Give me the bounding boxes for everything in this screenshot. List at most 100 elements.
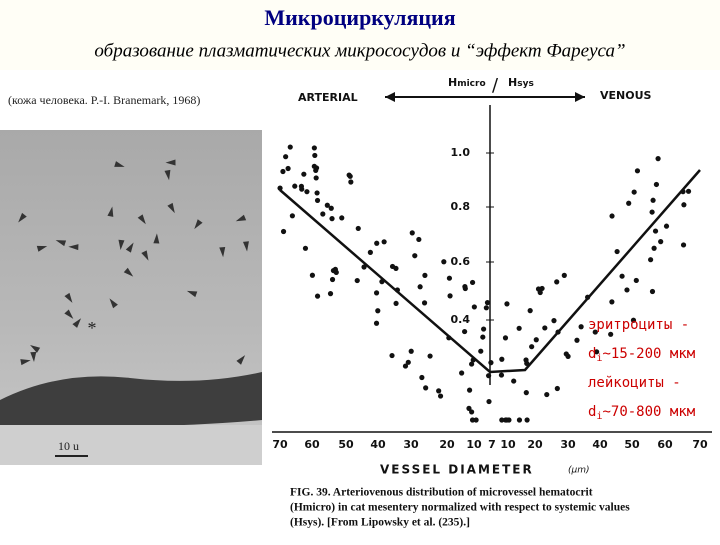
scatter-dot [328,205,334,211]
scatter-dot [681,202,687,208]
scatter-dot [469,417,476,423]
scatter-dot [652,228,659,234]
photo-arrow [165,159,176,166]
x-tick-label: 7 [488,438,496,451]
scatter-dot [459,370,465,376]
ratio-slash: / [492,75,499,96]
scatter-dot [551,318,557,324]
x-tick-label: 60 [657,438,673,451]
note-rest: ~15-200 мкм [602,346,695,362]
scatter-dot [314,293,321,299]
scatter-dot [405,359,411,365]
x-tick-label: 10 [500,438,516,451]
scatter-dot [619,273,625,279]
scatter-dot [653,181,660,188]
scatter-dot [502,335,509,341]
scatter-dot [421,300,428,306]
title: Микроциркуляция [264,5,455,30]
figure-caption: (Hsys). [From Lipowsky et al. (235).] [290,517,470,529]
scatter-dot [373,290,380,296]
scatter-dot [285,165,291,172]
scatter-dot [478,348,484,354]
scatter-dot [309,272,316,278]
scatter-dot [466,405,472,411]
ratio-num: Hmicro [448,76,486,89]
scatter-dot [367,249,373,255]
photo-arrow [164,169,171,181]
photo-arrow [125,242,134,253]
scatter-dot [685,188,692,194]
photo-arrow [64,292,73,303]
scatter-dot [287,144,293,150]
photo-marker: * [88,318,97,338]
scatter-dot [381,239,387,245]
scatter-dot [423,385,429,391]
photo-arrow [235,214,247,222]
scatter-dot [436,388,442,394]
scatter-dot [574,337,580,343]
scatter-dot [561,272,567,278]
scatter-dot [314,190,320,196]
scatter-dot [462,328,468,335]
scatter-dot [441,259,447,265]
scatter-dot [649,288,656,295]
scatter-dot [533,337,539,343]
y-tick-label: 0.4 [451,313,471,326]
y-tick-label: 0.8 [451,200,471,213]
x-tick-label: 50 [338,438,354,451]
x-tick-label: 20 [439,438,455,451]
scatter-dot [314,197,321,204]
scatter-dot [516,417,523,423]
scatter-dot [471,304,477,310]
photo-arrow [186,290,198,298]
scatter-dot [361,264,367,270]
scatter-dot [469,409,475,415]
photo-arrow [107,206,114,217]
scatter-dot [298,183,305,189]
scatter-dot [289,213,295,219]
x-tick-label: 70 [692,438,708,451]
scatter-dot [422,272,428,278]
scatter-dot [506,417,512,423]
ratio-sys: sys [517,79,534,89]
scatter-dot [578,324,584,330]
scatter-dot [631,189,637,195]
note-sub: i [596,353,602,364]
scatter-dot [447,293,453,299]
scatter-dot [419,374,425,381]
scatter-dot [320,211,326,217]
scatter-dot [648,257,654,263]
note: лейкоциты - [588,375,681,391]
figure-caption: FIG. 39. Arteriovenous distribution of m… [290,487,593,499]
scatter-dot [329,216,335,222]
scatter-dot [554,385,560,392]
scatter-dot [332,266,338,272]
scatter-dot [626,200,632,206]
scatter-dot [680,242,687,248]
scatter-dot [658,239,664,245]
scatter-dot [327,291,334,297]
note: эритроциты - [588,317,689,333]
scatter-dot [292,183,298,189]
scatter-dot [375,308,381,314]
scatter-dot [649,209,655,215]
photo-arrow [219,247,226,258]
scatter-dot [609,299,615,305]
photo-base [0,425,262,465]
x-tick-label: 60 [304,438,320,451]
scatter-dot [301,171,307,177]
scatter-dot [402,363,409,369]
photo-caption: (кожа человека. P.-I. Branemark, 1968) [8,93,200,107]
scatter-dot [416,236,422,243]
scatter-dot [311,163,317,169]
x-tick-label: 50 [624,438,640,451]
note: di~70-800 мкм [588,404,696,422]
x-tick-label: 10 [466,438,482,451]
x-tick-label: 40 [592,438,608,451]
scatter-dot [462,285,468,292]
venous-label: VENOUS [600,89,652,102]
scatter-dot [469,279,476,286]
scatter-dot [554,279,560,285]
